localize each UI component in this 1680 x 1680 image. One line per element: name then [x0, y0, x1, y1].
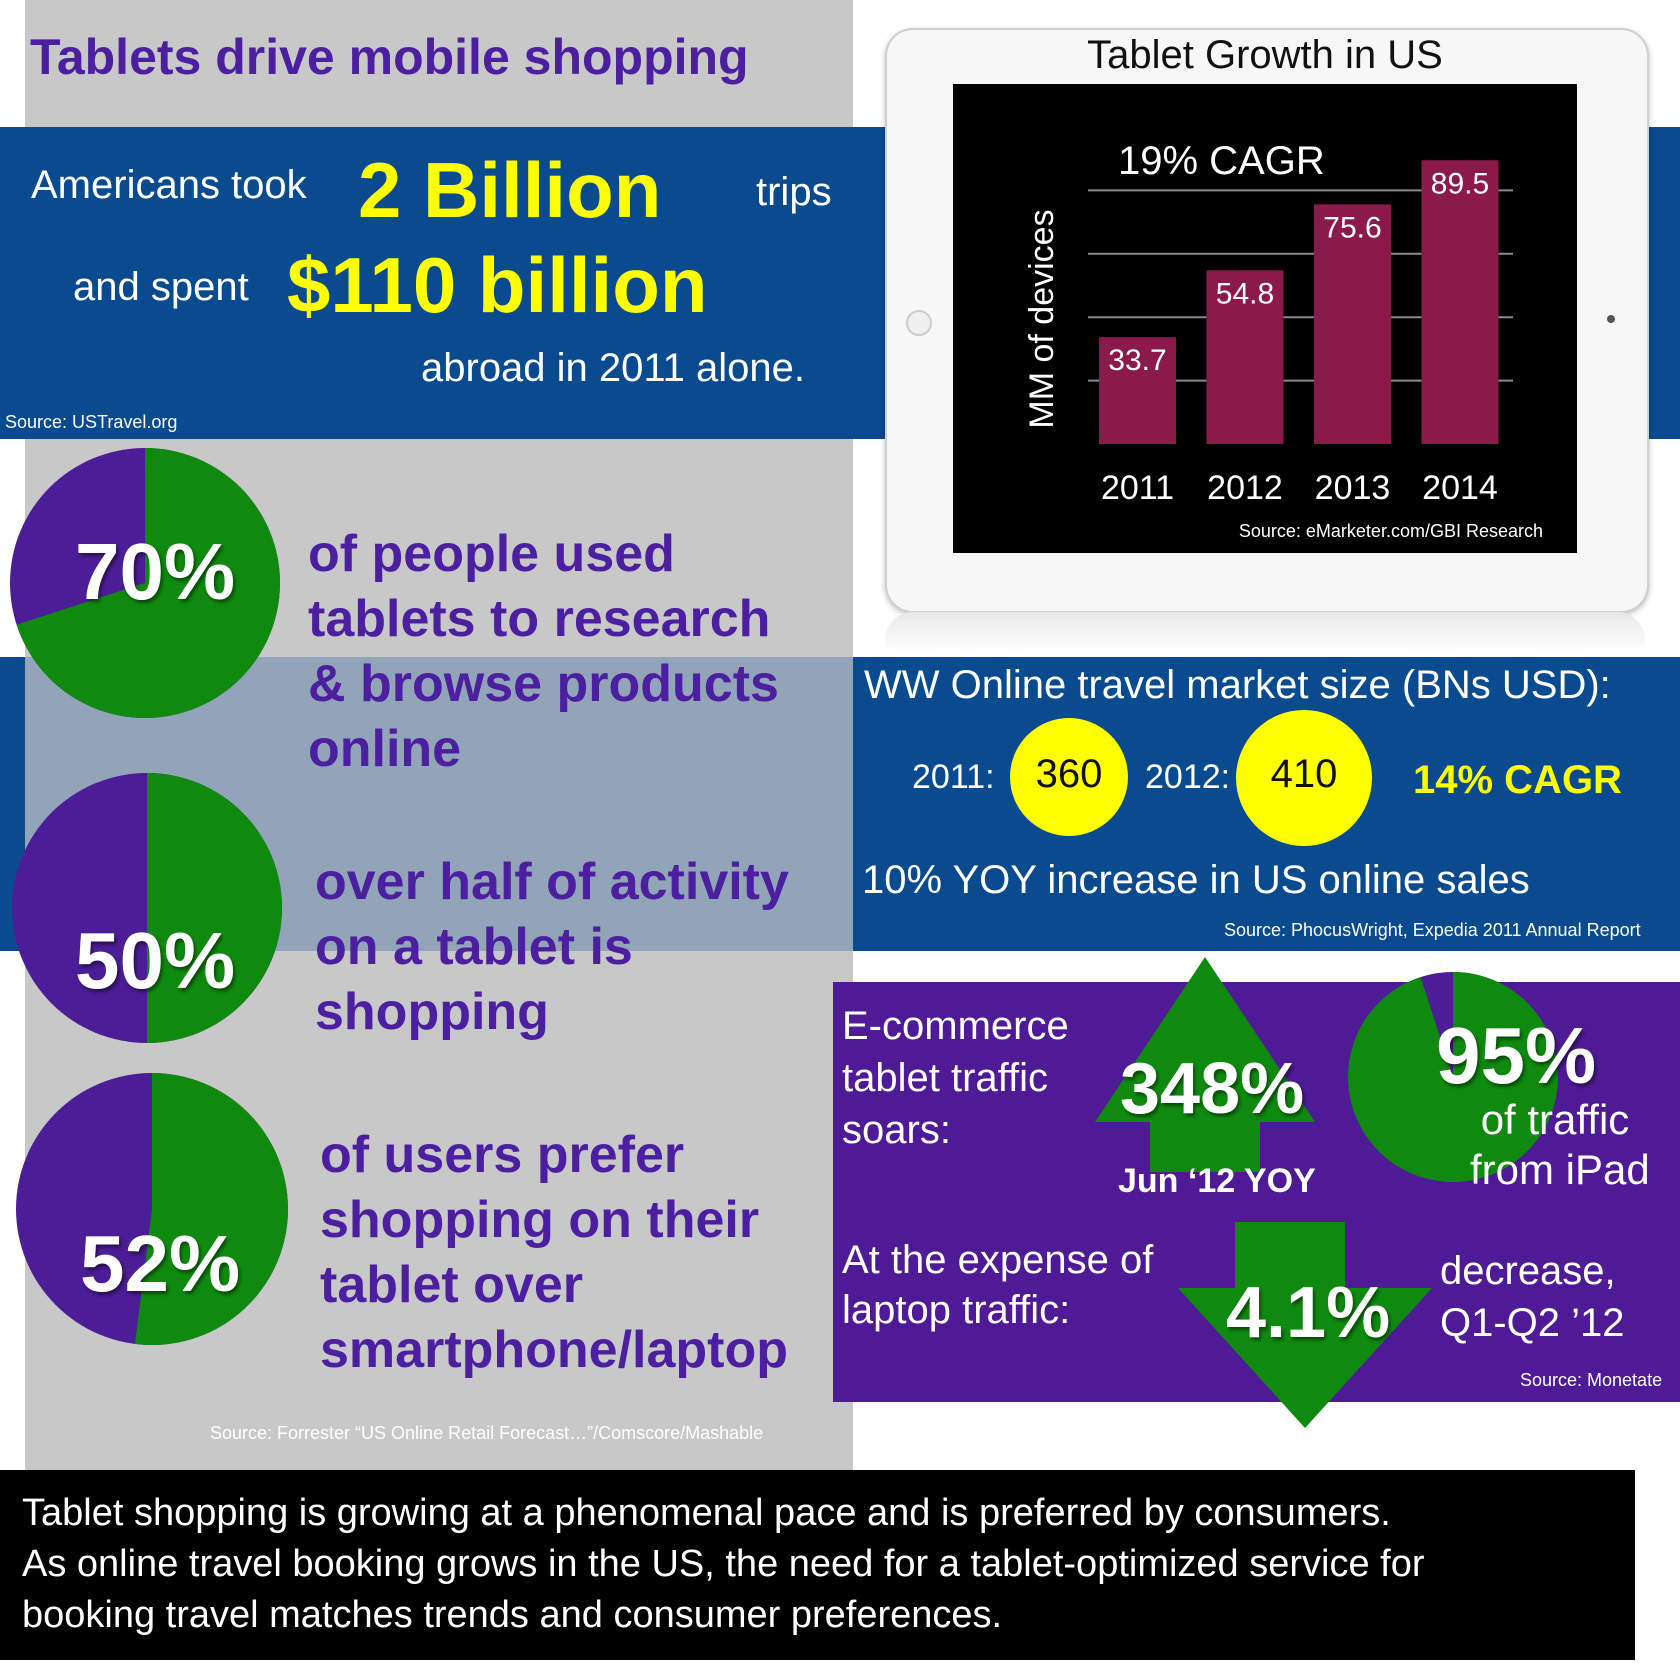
x-tick-label: 2014 [1422, 469, 1498, 507]
camera-icon [1607, 315, 1615, 323]
market-2012-circle [1236, 710, 1372, 846]
stat-description-3: of users prefer shopping on their tablet o… [320, 1123, 788, 1383]
conclusion-line-2: As online travel booking grows in the US… [22, 1543, 1425, 1585]
stat-description-line: shopping [315, 983, 549, 1041]
market-yoy: 10% YOY increase in US online sales [862, 858, 1530, 902]
market-2011-circle [1010, 718, 1128, 836]
bar-2011 [1099, 337, 1176, 444]
stats-source: Source: Forrester “US Online Retail Fore… [210, 1423, 764, 1443]
stat-description-line: & browse products [308, 655, 779, 713]
stat-description-line: of people used [308, 525, 675, 583]
stat-pie-2 [12, 773, 282, 1043]
bar-value-label: 75.6 [1323, 211, 1381, 244]
bar-2014 [1421, 160, 1499, 444]
market-title: WW Online travel market size (BNs USD): [864, 663, 1611, 707]
stat-percent-1: 70% [75, 527, 236, 616]
laptop-traffic-decrease: 4.1% [1226, 1273, 1391, 1353]
conclusion-line-3: booking travel matches trends and consum… [22, 1594, 1003, 1636]
travel-line2-pre: and spent [73, 265, 249, 309]
bar-value-label: 89.5 [1431, 167, 1489, 200]
ecommerce-label: E-commerce tablet traffic soars: [842, 1004, 1069, 1152]
tablet-reflection [885, 612, 1645, 652]
travel-line1-post: trips [756, 170, 832, 214]
stat-percent-2: 50% [75, 916, 236, 1005]
stat-description-1: of people used tablets to research & brows… [308, 522, 779, 782]
stat-percent-3: 52% [80, 1219, 241, 1308]
pie-value-slice [16, 448, 281, 718]
stat-description-line: of users prefer [320, 1126, 685, 1184]
travel-source: Source: USTravel.org [5, 412, 178, 432]
stat-pie-1 [10, 448, 281, 718]
tablet-traffic-caption: Jun ‘12 YOY [1118, 1162, 1316, 1200]
pie-value-slice [147, 773, 282, 1043]
travel-spend-number: $110 billion [287, 241, 708, 329]
ipad-share-caption: of traffic from iPad [1470, 1096, 1650, 1193]
page-title: Tablets drive mobile shopping [30, 29, 749, 85]
bar-2013 [1314, 204, 1391, 444]
tablet-screen: 33.7 2011 54.8 2012 75.6 2013 89.5 2014 19% CAG… [953, 84, 1577, 553]
tablet-traffic-growth: 348% [1120, 1049, 1305, 1129]
y-axis-label: MM of devices [1023, 209, 1061, 428]
stat-description-line: smartphone/laptop [320, 1321, 789, 1379]
market-cagr: 14% CAGR [1413, 758, 1622, 802]
travel-trips-number: 2 Billion [358, 146, 662, 234]
laptop-label: At the expense of laptop traffic: [842, 1238, 1154, 1332]
market-2011-label: 2011: [912, 758, 995, 796]
ipad-pie-value [1348, 972, 1558, 1182]
stat-description-line: tablets to research [308, 590, 771, 648]
laptop-decrease-caption: decrease, Q1-Q2 ’12 [1440, 1249, 1625, 1345]
home-button-icon [906, 310, 932, 336]
chart-source: Source: eMarketer.com/GBI Research [1239, 521, 1543, 541]
stat-description-line: shopping on their [320, 1191, 760, 1249]
up-arrow-icon [1095, 957, 1315, 1172]
down-arrow-icon [1178, 1222, 1432, 1428]
x-tick-label: 2011 [1101, 469, 1174, 507]
market-2012-label: 2012: [1145, 758, 1231, 796]
x-tick-label: 2012 [1207, 469, 1283, 507]
stat-description-line: tablet over [320, 1256, 583, 1314]
ipad-share-pie [1348, 972, 1558, 1182]
stat-description-line: over half of activity [315, 853, 789, 911]
stat-description-2: over half of activity on a tablet is shopp… [315, 850, 789, 1045]
ipad-share-value: 95% [1436, 1011, 1597, 1100]
market-source: Source: PhocusWright, Expedia 2011 Annua… [1224, 920, 1641, 940]
conclusion-box: Tablet shopping is growing at a phenomen… [0, 1470, 1635, 1660]
bar-2012 [1206, 270, 1284, 444]
x-tick-label: 2013 [1315, 469, 1391, 507]
market-2011-value: 360 [1035, 752, 1103, 796]
pie-value-slice [134, 1073, 288, 1345]
stat-description-line: online [308, 720, 462, 778]
stat-pie-3 [16, 1073, 288, 1345]
bar-chart: 33.7 2011 54.8 2012 75.6 2013 89.5 2014 19% CAG… [1023, 139, 1543, 541]
chart-annotation: 19% CAGR [1118, 139, 1325, 183]
ecommerce-source: Source: Monetate [1520, 1370, 1663, 1390]
bar-value-label: 33.7 [1108, 344, 1166, 377]
travel-line3: abroad in 2011 alone. [421, 346, 806, 390]
travel-line1-pre: Americans took [31, 163, 307, 207]
chart-title: Tablet Growth in US [1087, 33, 1443, 77]
conclusion-line-1: Tablet shopping is growing at a phenomen… [22, 1492, 1391, 1534]
market-2012-value: 410 [1270, 752, 1338, 796]
bar-value-label: 54.8 [1216, 277, 1274, 310]
stat-description-line: on a tablet is [315, 918, 633, 976]
